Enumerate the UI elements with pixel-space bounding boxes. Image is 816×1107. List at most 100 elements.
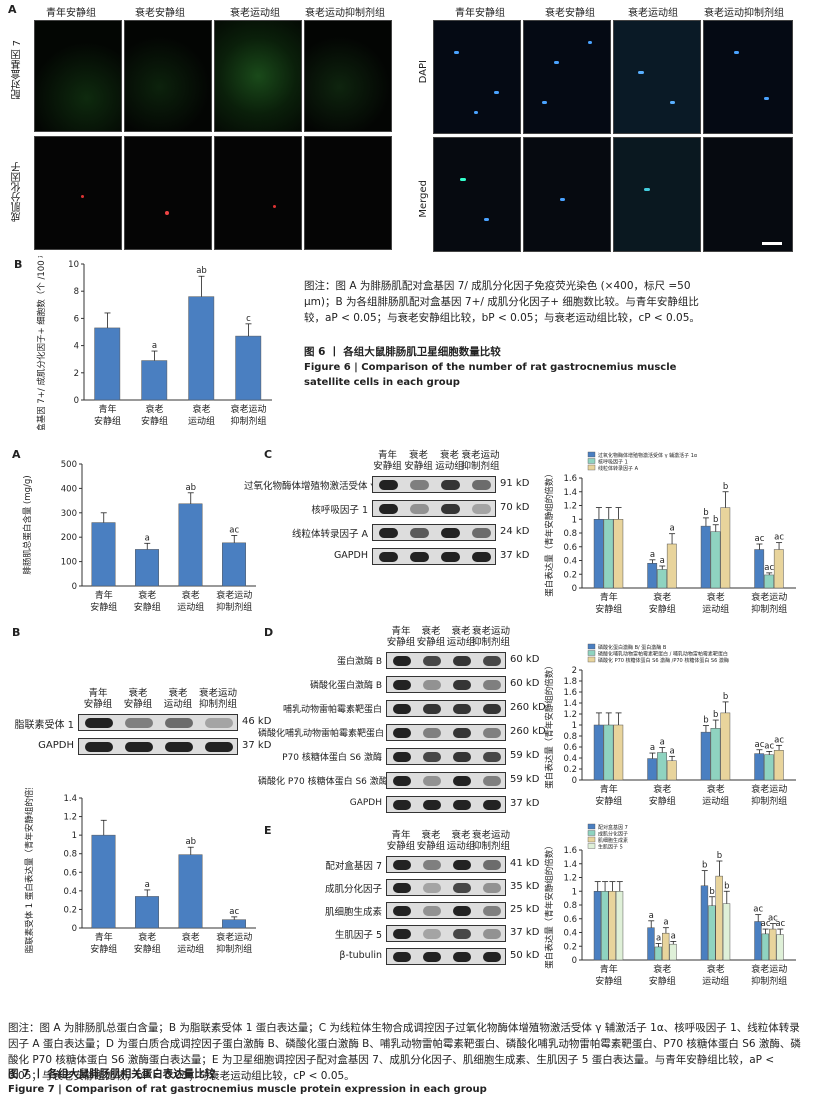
significance-label: ac [775,919,785,929]
micrograph-pax7-young [34,20,122,132]
blot-band [423,704,441,714]
blot-group-header: 衰老 运动组 [446,626,476,648]
legend-swatch [587,458,596,464]
y-tick-label: 1 [572,515,577,525]
blot-strip [386,925,506,942]
blot-band [393,883,411,893]
significance-label: ab [185,483,196,493]
blot-band [441,504,460,514]
legend-swatch [587,451,596,458]
x-tick-label: 衰老 [182,931,200,943]
chart-fig6b-satellite-cells: 0 2 4 6 8 10 配对盒基因 7+/ 成肌分化因子+ 细胞数（个 /100 根肌纤维… [36,256,272,430]
legend-swatch [587,830,596,836]
blot-strip [386,948,506,965]
x-tick-label: 运动组 [177,601,204,613]
y-tick-label: 0.2 [563,765,577,775]
group-header: 衰老运动抑制剂组 [305,8,385,19]
fig7-panel-label-e: E [264,824,272,837]
bar [222,919,246,929]
bar [222,542,246,587]
blot-row-label: 核呼吸因子 1 [311,505,368,516]
blot-band [393,800,411,810]
blot-band [410,504,429,514]
blot-band [125,742,153,752]
y-tick-label: 1.6 [563,688,577,698]
group-header: 衰老运动抑制剂组 [704,8,784,19]
blot-row-label: 肌细胞生成素 [324,907,382,918]
blot-band [393,952,411,962]
micrograph-dapi-old [523,20,611,134]
significance-label: ac [754,740,764,750]
fig7-caption-note: 图注：图 A 为腓肠肌总蛋白含量；B 为脂联素受体 1 蛋白表达量；C 为线粒体… [8,1022,801,1082]
blot-row-label: 磷酸化蛋白激酶 B [309,681,382,691]
significance-label: ab [196,266,207,276]
y-tick-label: 0 [572,956,577,966]
significance-label: ab [185,837,196,847]
y-axis-label: 蛋白表达量（青年安静组的倍数） [544,469,555,597]
bar [178,503,203,587]
y-tick-label: 0.2 [563,570,577,580]
y-tick-label: 6 [74,314,79,324]
x-tick-label: 青年 [95,931,113,943]
significance-label: a [650,743,655,753]
x-tick-label: 安静组 [649,975,676,987]
x-tick-label: 衰老 [145,403,163,415]
micrograph-pax7-exercise [214,20,302,132]
legend-label: 核呼吸因子 1 [598,459,628,466]
x-tick-label: 衰老 [138,589,156,601]
bar [657,752,667,781]
chart-fig7d-protein-synthesis: 00.20.40.60.811.21.41.61.82 蛋白表达量（青年安静组的倍… [544,643,796,807]
blot-band [379,552,398,562]
x-tick-label: 安静组 [134,943,161,955]
y-tick-label: 0.8 [63,850,77,860]
y-tick-label: 0.4 [563,557,577,567]
y-axis-label: 腓肠肌总蛋白含量 (mg/g) [22,475,33,574]
fig6-caption-title: 图 6 丨 各组大鼠腓肠肌卫星细胞数量比较 [304,346,501,358]
y-tick-label: 0.6 [563,915,577,925]
blot-strip [372,476,496,493]
y-tick-label: 10 [68,260,79,270]
legend-label: 线粒体转录因子 A [598,465,639,472]
fig6-caption-note: 图注：图 A 为腓肠肌配对盒基因 7/ 成肌分化因子免疫荧光染色 (×400，标… [304,280,700,324]
blot-band [483,728,501,738]
significance-label: ac [229,525,239,535]
significance-label: b [703,508,708,518]
bar [769,928,777,961]
blot-strip [386,902,506,919]
bar [603,519,614,589]
blot-row-label: 磷酸化 P70 核糖体蛋白 S6 激酶 [258,777,388,787]
bar [593,891,602,961]
y-tick-label: 0.6 [563,743,577,753]
blot-group-header: 衰老 安静组 [123,688,153,710]
significance-label: a [145,880,150,890]
blot-row-label: 脂联素受体 1 [14,720,74,731]
bar [710,531,721,589]
blot-band [453,752,471,762]
bar [722,903,731,961]
legend-label: 成肌分化因子 [598,831,628,838]
y-tick-label: 8 [74,287,79,297]
x-tick-label: 安静组 [595,603,622,615]
blot-band [453,776,471,786]
significance-label: a [650,550,655,560]
bar [700,731,711,781]
bar [654,946,663,961]
blot-band [453,656,471,666]
y-tick-label: 1.4 [563,699,577,709]
bar [720,712,731,781]
blot-band [423,752,441,762]
fig7-caption-title: 图 7 丨 各组大鼠腓肠肌相关蛋白表达量比较 [8,1068,216,1080]
y-tick-label: 0.4 [563,929,577,939]
blot-kd-label: 41 kD [510,858,540,869]
significance-label: b [709,887,714,897]
blot-band [483,704,501,714]
blot-band [393,680,411,690]
x-tick-label: 抑制剂组 [216,943,252,955]
significance-label: a [669,524,674,534]
blot-band [393,656,411,666]
x-tick-label: 安静组 [90,601,117,613]
significance-label: ac [764,741,774,751]
y-tick-label: 1.2 [563,874,577,884]
blot-row-label: GAPDH [349,798,382,808]
bar [608,891,616,961]
